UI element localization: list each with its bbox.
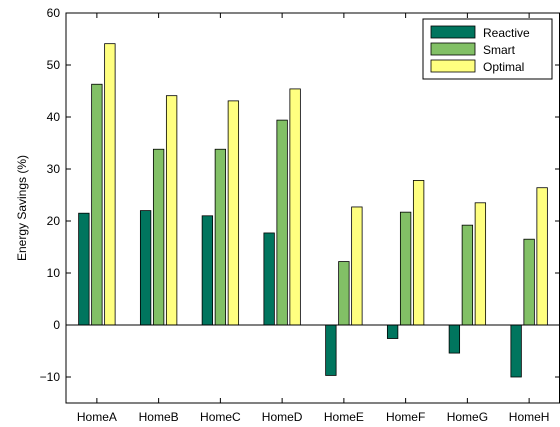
bar-HomeA-smart [91, 83, 103, 326]
bar-HomeF-optimal [412, 180, 425, 326]
bar-HomeH-reactive [510, 324, 522, 378]
legend-swatch-reactive [430, 25, 476, 39]
x-tick-label: HomeA [77, 410, 117, 424]
bar-HomeA-reactive [78, 212, 90, 326]
bar-HomeB-reactive [139, 210, 152, 326]
y-ticks-group: −10 0 10 20 30 40 50 60 [40, 6, 560, 384]
bar-HomeD-reactive [263, 232, 275, 326]
x-tick-label: HomeF [386, 410, 425, 424]
bar-HomeC-smart [214, 148, 227, 326]
bar-HomeA-optimal [104, 43, 116, 326]
bar-HomeF-reactive [386, 324, 399, 339]
bar-HomeG-optimal [474, 202, 487, 326]
y-tick-label: 10 [47, 266, 61, 280]
x-tick-label: HomeE [324, 410, 364, 424]
y-tick-label: −10 [40, 370, 61, 384]
x-ticks-group: HomeA HomeB HomeC HomeD HomeE HomeF HomeG HomeH [77, 13, 550, 424]
legend-label-reactive: Reactive [483, 26, 530, 40]
x-tick-label: HomeC [200, 410, 241, 424]
x-tick-label: HomeB [139, 410, 179, 424]
bar-HomeE-optimal [351, 206, 363, 326]
bar-HomeH-optimal [536, 187, 548, 326]
legend-swatch-smart [430, 42, 476, 56]
bar-HomeG-reactive [448, 324, 461, 354]
legend-swatch-optimal [430, 59, 476, 73]
bar-HomeC-reactive [201, 215, 214, 326]
bar-HomeH-smart [523, 238, 535, 326]
y-tick-label: 0 [53, 318, 60, 332]
bar-HomeF-smart [399, 211, 412, 326]
x-tick-label: HomeH [509, 410, 550, 424]
y-tick-label: 20 [47, 214, 61, 228]
x-tick-label: HomeD [262, 410, 303, 424]
legend-label-optimal: Optimal [483, 60, 524, 74]
bars-group [78, 43, 548, 378]
y-tick-label: 60 [47, 6, 61, 20]
y-axis-title: Energy Savings (%) [15, 155, 29, 261]
bar-HomeE-reactive [325, 324, 337, 376]
bar-HomeB-smart [152, 148, 165, 326]
x-tick-label: HomeG [447, 410, 488, 424]
bar-HomeG-smart [461, 224, 474, 326]
y-tick-label: 50 [47, 58, 61, 72]
legend-label-smart: Smart [483, 43, 516, 57]
bar-HomeD-smart [276, 119, 288, 326]
y-tick-label: 30 [47, 162, 61, 176]
y-axis-label: Energy Savings (%) [15, 155, 29, 261]
bar-HomeD-optimal [289, 88, 301, 326]
y-tick-label: 40 [47, 110, 61, 124]
bar-HomeE-smart [338, 261, 350, 326]
bar-HomeB-optimal [165, 95, 178, 326]
bar-HomeC-optimal [227, 100, 240, 326]
legend: Reactive Smart Optimal [422, 18, 553, 80]
